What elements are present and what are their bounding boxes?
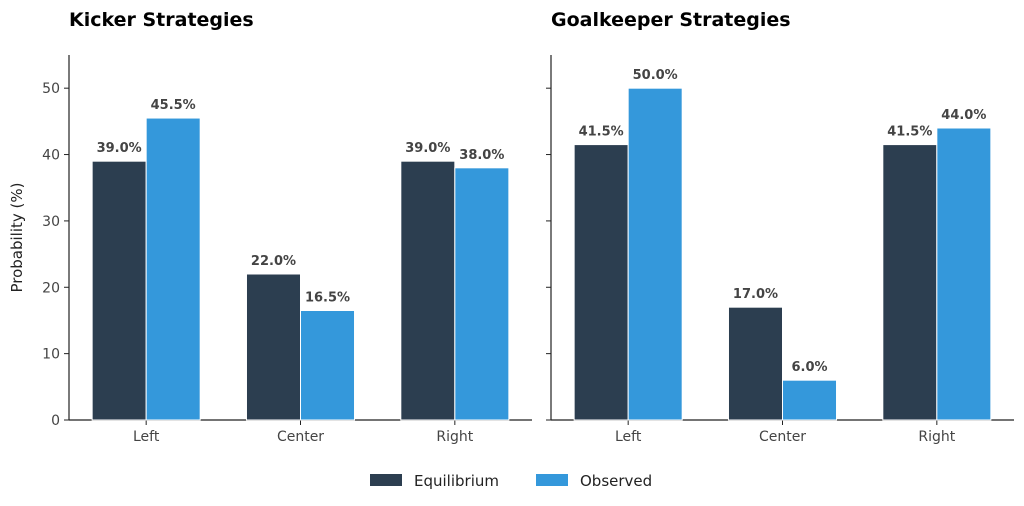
- data-label-observed-left: 50.0%: [633, 68, 678, 83]
- y-tick-label: 50: [42, 81, 60, 97]
- data-label-observed-center: 16.5%: [305, 291, 350, 306]
- bar-equilibrium-center: [727, 306, 784, 421]
- y-axis-label: Probability (%): [8, 182, 26, 292]
- legend-label-observed: Observed: [580, 472, 652, 490]
- x-tick-label-center: Center: [277, 429, 324, 445]
- bar-observed-center: [782, 379, 838, 421]
- bar-observed-right: [936, 127, 992, 421]
- data-label-equilibrium-left: 41.5%: [579, 125, 624, 140]
- legend-label-equilibrium: Equilibrium: [414, 472, 499, 490]
- data-label-observed-right: 38.0%: [459, 148, 504, 163]
- bar-observed-center: [300, 310, 356, 421]
- data-label-observed-right: 44.0%: [941, 108, 986, 123]
- kicker-strategies-panel: Kicker Strategies Probability (%) 0 10 20 30 4…: [8, 9, 532, 445]
- x-tick-label-center: Center: [759, 429, 806, 445]
- bar-equilibrium-left: [91, 160, 147, 421]
- bar-equilibrium-center: [245, 273, 302, 421]
- x-tick-label-left: Left: [133, 429, 160, 445]
- y-tick-label: 0: [51, 413, 60, 429]
- bar-observed-right: [454, 167, 510, 421]
- y-tick-label: 40: [42, 148, 60, 164]
- panel-title: Goalkeeper Strategies: [551, 9, 791, 31]
- data-label-observed-center: 6.0%: [791, 360, 827, 375]
- y-tick-label: 30: [42, 214, 60, 230]
- x-tick-label-right: Right: [436, 429, 473, 445]
- bar-equilibrium-left: [573, 144, 629, 421]
- bar-observed-left: [627, 87, 683, 421]
- data-label-equilibrium-left: 39.0%: [97, 141, 142, 156]
- panel-title: Kicker Strategies: [69, 9, 254, 31]
- legend-swatch-equilibrium: [370, 474, 402, 486]
- data-label-equilibrium-right: 41.5%: [887, 125, 932, 140]
- bar-equilibrium-right: [400, 160, 456, 421]
- data-label-equilibrium-right: 39.0%: [405, 141, 450, 156]
- bar-observed-left: [145, 117, 201, 421]
- legend-swatch-observed: [536, 474, 568, 486]
- goalkeeper-strategies-panel: Goalkeeper Strategies Left 41.5% 50.0% Cente…: [546, 9, 1014, 445]
- y-tick-label: 20: [42, 280, 60, 296]
- bar-equilibrium-right: [882, 144, 938, 421]
- y-tick-label: 10: [42, 347, 60, 363]
- data-label-equilibrium-center: 17.0%: [733, 287, 778, 302]
- x-tick-label-left: Left: [615, 429, 642, 445]
- data-label-observed-left: 45.5%: [151, 98, 196, 113]
- x-tick-label-right: Right: [918, 429, 955, 445]
- chart-legend: Equilibrium Observed: [370, 472, 652, 490]
- data-label-equilibrium-center: 22.0%: [251, 254, 296, 269]
